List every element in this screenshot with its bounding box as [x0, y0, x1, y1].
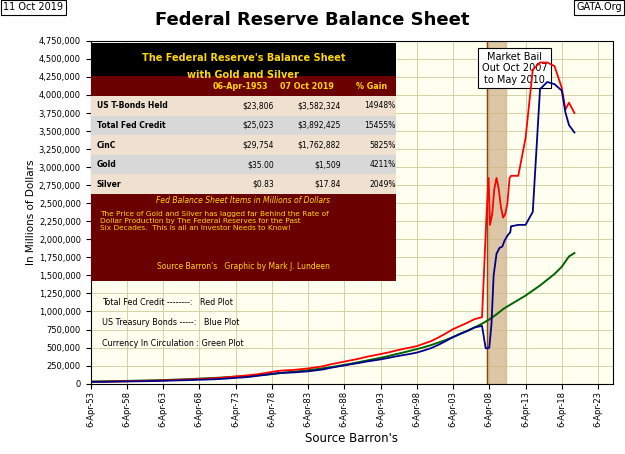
- Text: $35.00: $35.00: [247, 160, 274, 169]
- Text: 07 Oct 2019: 07 Oct 2019: [281, 82, 334, 90]
- Text: CinC: CinC: [97, 140, 116, 149]
- Text: $17.84: $17.84: [314, 180, 341, 188]
- Text: with Gold and Silver: with Gold and Silver: [188, 70, 299, 80]
- Text: GATA.Org: GATA.Org: [576, 2, 622, 12]
- Text: $23,806: $23,806: [242, 101, 274, 110]
- Text: % Gain: % Gain: [356, 82, 387, 90]
- Text: $3,582,324: $3,582,324: [298, 101, 341, 110]
- Text: The Price of Gold and Silver has lagged far Behind the Rate of
Dollar Production: The Price of Gold and Silver has lagged …: [100, 211, 329, 231]
- Text: 15455%: 15455%: [364, 121, 396, 130]
- Text: 14948%: 14948%: [364, 101, 396, 110]
- Text: Currency In Circulation : Green Plot: Currency In Circulation : Green Plot: [102, 339, 244, 348]
- Text: The Federal Reserve's Balance Sheet: The Federal Reserve's Balance Sheet: [141, 53, 345, 63]
- X-axis label: Source Barron's: Source Barron's: [305, 432, 398, 444]
- Bar: [91, 96, 396, 116]
- Text: Silver: Silver: [97, 180, 121, 188]
- Text: Federal Reserve Balance Sheet: Federal Reserve Balance Sheet: [155, 11, 470, 30]
- Text: $29,754: $29,754: [242, 140, 274, 149]
- Text: 11 Oct 2019: 11 Oct 2019: [3, 2, 63, 12]
- Bar: [91, 194, 396, 281]
- Text: $3,892,425: $3,892,425: [298, 121, 341, 130]
- Y-axis label: In Millions of Dollars: In Millions of Dollars: [26, 159, 36, 265]
- Text: Market Bail
Out Oct 2007
to May 2010: Market Bail Out Oct 2007 to May 2010: [482, 52, 548, 85]
- Text: $0.83: $0.83: [252, 180, 274, 188]
- Text: Total Fed Credit --------:   Red Plot: Total Fed Credit --------: Red Plot: [102, 298, 232, 307]
- Bar: [91, 135, 396, 155]
- Text: 5825%: 5825%: [369, 140, 396, 149]
- Text: Total Fed Credit: Total Fed Credit: [97, 121, 166, 130]
- Bar: [91, 116, 396, 135]
- Bar: [91, 43, 396, 95]
- Text: 06-Apr-1953: 06-Apr-1953: [213, 82, 268, 90]
- Bar: [91, 76, 396, 96]
- Text: $1,509: $1,509: [314, 160, 341, 169]
- Bar: [91, 174, 396, 194]
- Text: 4211%: 4211%: [369, 160, 396, 169]
- Text: Gold: Gold: [97, 160, 116, 169]
- Text: US Treasury Bonds -----:   Blue Plot: US Treasury Bonds -----: Blue Plot: [102, 318, 239, 327]
- Text: 2049%: 2049%: [369, 180, 396, 188]
- Text: Source Barron's   Graphic by Mark J. Lundeen: Source Barron's Graphic by Mark J. Lunde…: [157, 262, 330, 271]
- Text: $25,023: $25,023: [242, 121, 274, 130]
- Text: $1,762,882: $1,762,882: [298, 140, 341, 149]
- Bar: [91, 155, 396, 174]
- Bar: [488, 41, 506, 384]
- Text: US T-Bonds Held: US T-Bonds Held: [97, 101, 168, 110]
- Text: Fed Balance Sheet Items in Millions of Dollars: Fed Balance Sheet Items in Millions of D…: [156, 196, 331, 205]
